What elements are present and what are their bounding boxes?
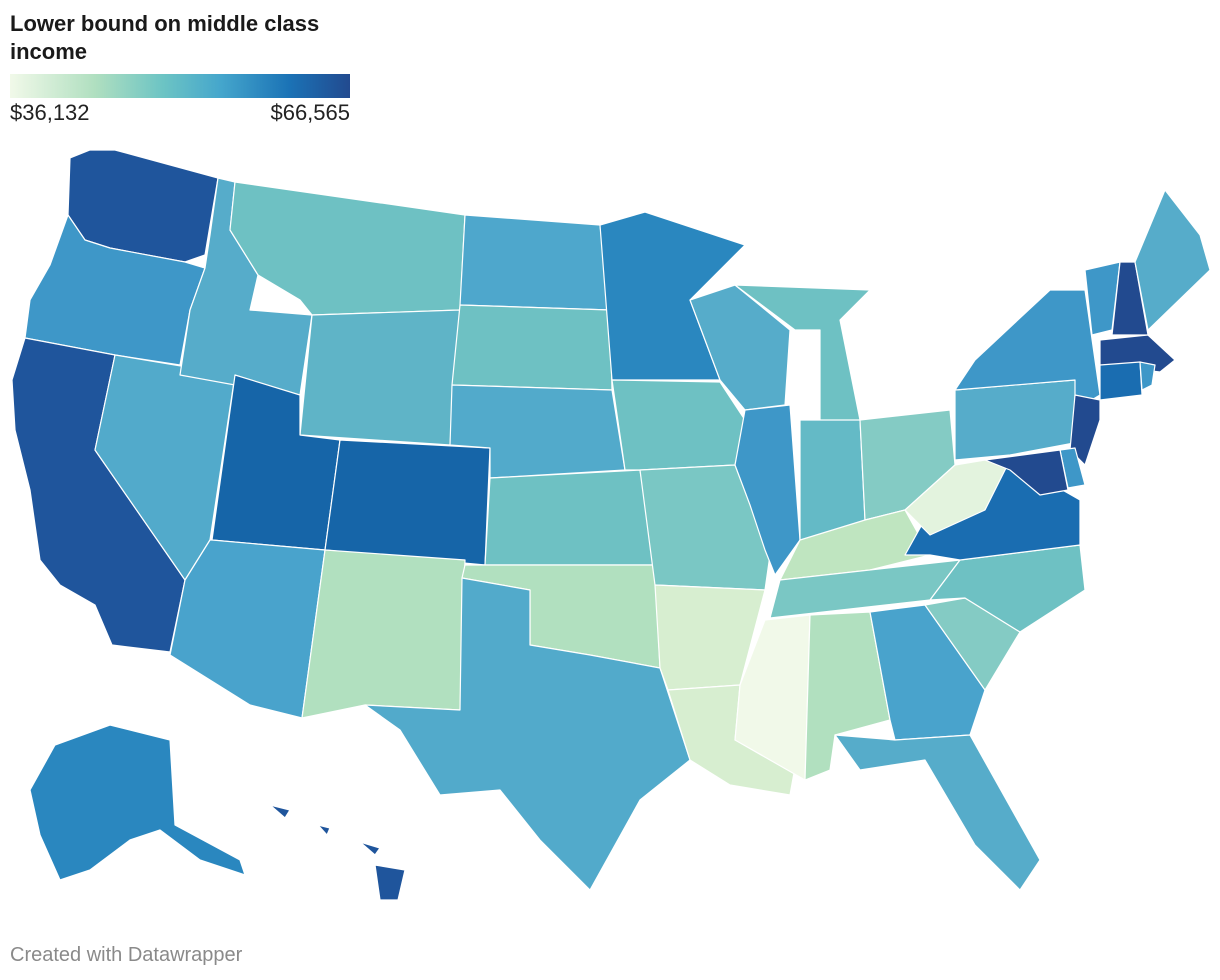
state-ms[interactable] <box>734 614 811 781</box>
state-tx[interactable] <box>364 577 691 891</box>
state-il[interactable] <box>734 404 801 576</box>
credit-footer: Created with Datawrapper <box>10 944 243 966</box>
map-title: Lower bound on middle class income <box>10 11 320 64</box>
state-ia[interactable] <box>611 379 746 471</box>
state-or[interactable] <box>24 214 206 366</box>
state-fl[interactable] <box>834 734 1041 891</box>
state-nm[interactable] <box>301 549 466 719</box>
legend-max-label: $66,565 <box>270 100 350 125</box>
state-sd[interactable] <box>451 304 613 391</box>
state-nj[interactable] <box>1069 394 1101 466</box>
state-md[interactable] <box>984 449 1069 496</box>
state-me[interactable] <box>1134 189 1211 331</box>
state-ri[interactable] <box>1139 361 1156 391</box>
state-az[interactable] <box>169 539 326 719</box>
state-wy[interactable] <box>299 309 461 446</box>
state-co[interactable] <box>324 439 491 566</box>
state-ct[interactable] <box>1099 361 1143 401</box>
state-mo[interactable] <box>639 464 771 591</box>
legend-gradient-bar <box>10 74 350 98</box>
state-mt[interactable] <box>229 181 466 316</box>
state-hi[interactable] <box>269 804 406 901</box>
legend-labels: $36,132 $66,565 <box>10 100 350 126</box>
state-ks[interactable] <box>484 469 656 566</box>
color-legend: $36,132 $66,565 <box>10 74 350 126</box>
state-ak[interactable] <box>29 724 246 881</box>
state-nd[interactable] <box>459 214 611 311</box>
state-ma[interactable] <box>1099 334 1176 373</box>
legend-min-label: $36,132 <box>10 100 90 125</box>
